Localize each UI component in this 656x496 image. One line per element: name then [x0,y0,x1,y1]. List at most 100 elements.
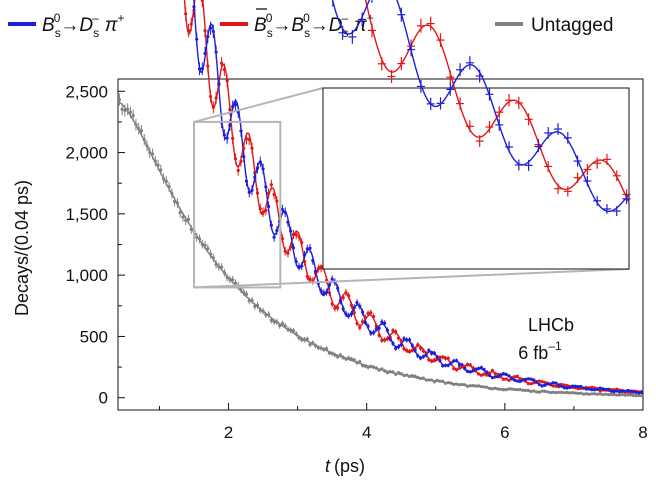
data-point-bs [482,367,486,372]
data-point-bs [264,181,268,192]
data-point-bsbar [543,380,547,385]
data-point-bs [413,348,417,353]
data-point-bs [532,378,536,382]
data-point-untagged [399,372,403,376]
data-point-bs [510,377,514,381]
data-point-untagged [319,345,323,351]
inset-point-bsbar [436,33,445,47]
data-point-untagged [515,387,519,392]
data-point-bsbar [446,356,450,361]
data-point-untagged [255,301,260,309]
data-point-bsbar [355,320,359,327]
data-point-bs [430,350,434,356]
data-point-bs [617,390,622,394]
data-point-untagged [164,176,168,187]
data-point-untagged [330,351,334,356]
data-point-bs [366,323,370,330]
data-point-bsbar [247,133,251,146]
data-point-untagged [479,385,483,389]
inset-point-bs [407,42,416,57]
data-point-bs [195,32,199,46]
data-point-bsbar [261,207,265,217]
data-point-untagged [286,326,290,333]
data-point-bsbar [291,230,296,239]
data-point-untagged [493,386,497,390]
data-point-untagged [554,391,558,395]
data-point-bsbar [418,345,423,351]
data-point-bs [206,29,210,44]
data-point-untagged [203,241,207,250]
data-point-bs [501,371,506,376]
data-point-bsbar [184,6,188,21]
data-point-bsbar [432,357,436,363]
data-point-untagged [261,307,265,315]
data-point-bs [579,384,583,389]
data-point-bs [272,232,276,242]
data-point-untagged [333,352,337,358]
data-point-untagged [435,378,439,382]
data-point-untagged [313,343,318,349]
data-point-bsbar [443,356,448,361]
data-point-bsbar [297,232,301,242]
data-point-bs [471,368,475,373]
data-point-bsbar [203,23,207,38]
data-point-untagged [280,320,285,327]
inset-data-points [332,0,631,217]
data-point-bsbar [518,377,522,381]
data-point-bs [283,207,287,218]
data-point-bs [435,354,439,360]
data-point-untagged [518,388,522,392]
data-point-bsbar [454,367,459,372]
data-point-bs [347,312,351,319]
data-point-bsbar [255,188,260,199]
inset-point-bsbar [485,121,494,133]
data-point-bs [211,24,215,39]
data-point-bs [297,262,301,271]
data-point-untagged [529,389,533,394]
data-point-untagged [195,232,199,242]
data-point-bs [493,375,497,379]
data-point-bs [443,363,448,368]
data-point-bs [546,382,550,386]
data-point-bsbar [457,366,461,370]
data-point-bsbar [537,379,541,383]
data-point-untagged [347,355,351,361]
data-point-untagged [615,393,619,397]
data-point-bsbar [493,371,497,376]
data-point-bs [593,388,597,392]
data-point-untagged [305,336,309,342]
data-point-bs [609,389,613,393]
data-point-bs [535,380,539,384]
data-point-untagged [123,104,127,117]
data-point-untagged [167,181,171,192]
inset-point-bsbar [602,153,611,165]
data-point-untagged [380,367,384,371]
data-point-untagged [291,328,296,334]
inset-point-bs [602,204,611,214]
zoom-region-box [192,120,282,289]
data-point-untagged [405,373,409,377]
data-point-bs [275,226,279,236]
data-point-bsbar [250,142,254,154]
data-point-untagged [244,290,249,298]
data-point-bs [377,325,381,332]
data-point-bsbar [383,337,387,343]
data-point-untagged [565,390,569,395]
data-point-bsbar [416,342,420,348]
data-point-bs [385,327,390,334]
data-point-bs [499,373,503,377]
inset-point-bs [446,83,455,96]
data-point-bs [305,244,309,254]
data-point-bsbar [305,272,309,281]
data-point-bs [612,390,616,394]
data-point-bs [620,389,624,393]
data-point-untagged [631,393,635,398]
data-point-untagged [175,198,180,208]
data-point-bs [244,175,249,187]
data-point-untagged [543,389,547,393]
data-point-bsbar [452,366,456,371]
inset-frame [322,87,630,270]
data-point-bsbar [479,373,483,377]
data-point-untagged [559,390,564,394]
